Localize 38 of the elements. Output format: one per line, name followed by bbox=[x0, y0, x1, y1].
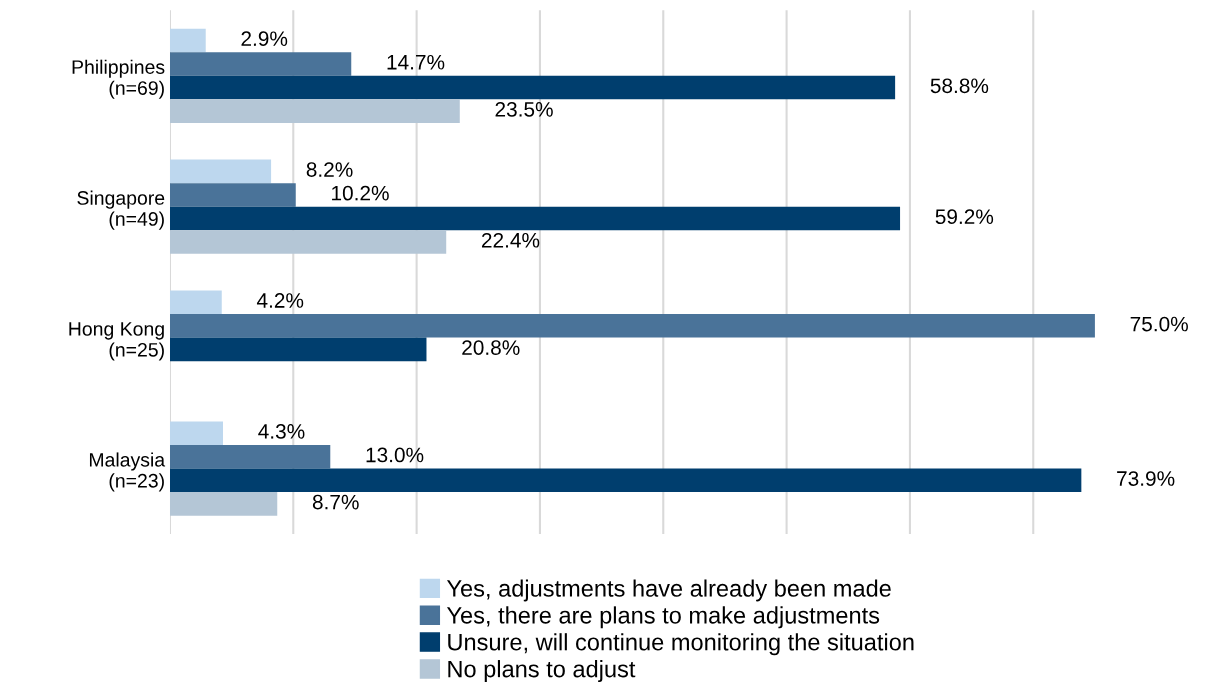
data-label: 75.0% bbox=[1130, 316, 1188, 332]
bar bbox=[169, 314, 1095, 338]
y-tick-label: Philippines (n=69) bbox=[72, 59, 165, 99]
bar bbox=[169, 99, 460, 123]
data-label: 4.3% bbox=[258, 424, 305, 439]
bar bbox=[169, 159, 272, 184]
data-label: 4.2% bbox=[256, 293, 304, 308]
data-label: 14.7% bbox=[387, 54, 445, 70]
bar bbox=[169, 421, 223, 445]
bar bbox=[169, 206, 901, 231]
data-label: 8.7% bbox=[312, 494, 359, 510]
data-label: 8.2% bbox=[306, 162, 353, 177]
legend-label: Yes, there are plans to make adjustments bbox=[446, 606, 880, 629]
bar bbox=[169, 468, 1082, 493]
y-tick-label: Singapore (n=49) bbox=[77, 190, 165, 230]
legend-label: Yes, adjustments have already been made bbox=[446, 579, 891, 602]
legend-label: Unsure, will continue monitoring the situation bbox=[448, 633, 914, 656]
data-label: 2.9% bbox=[241, 31, 288, 47]
data-label: 22.4% bbox=[481, 232, 540, 248]
bar bbox=[169, 290, 222, 315]
y-tick-label: Hong Kong (n=25) bbox=[69, 322, 164, 361]
bar bbox=[169, 28, 206, 53]
data-label: 58.8% bbox=[930, 78, 989, 94]
bar bbox=[169, 52, 352, 76]
bar bbox=[169, 183, 296, 207]
data-label: 59.2% bbox=[935, 209, 994, 225]
y-tick-label: Malaysia (n=23) bbox=[89, 452, 166, 492]
data-label: 10.2% bbox=[332, 185, 389, 201]
data-label: 73.9% bbox=[1117, 471, 1175, 486]
bar bbox=[169, 444, 331, 469]
bar bbox=[169, 337, 427, 362]
data-label: 13.0% bbox=[366, 447, 424, 463]
bar bbox=[169, 492, 278, 516]
legend-label: No plans to adjust bbox=[448, 660, 636, 683]
data-label: 23.5% bbox=[495, 101, 553, 117]
bar bbox=[169, 230, 447, 254]
bar bbox=[169, 75, 896, 100]
data-label: 20.8% bbox=[462, 340, 520, 355]
